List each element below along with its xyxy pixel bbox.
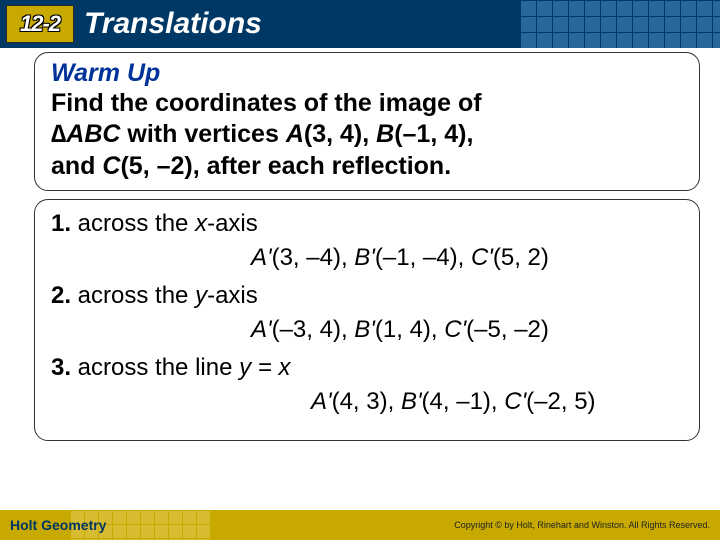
warmup-line1: Find the coordinates of the image of [51, 89, 482, 117]
ans-B: B' [354, 244, 375, 271]
problem-axis: y = x [239, 354, 290, 381]
problems-box: 1. across the x-axis A'(3, –4), B'(–1, –… [34, 199, 700, 441]
ans-B: B' [354, 316, 375, 343]
vertex-B: B [376, 120, 394, 148]
problem-number: 3. [51, 354, 71, 381]
ans-A: A' [251, 316, 272, 343]
ans-A: A' [251, 244, 272, 271]
ans-A: A' [311, 388, 332, 415]
vertex-C: C [102, 152, 120, 180]
problem-post: -axis [207, 210, 258, 237]
problem-number: 1. [51, 210, 71, 237]
ans-Bc: (–1, –4), [375, 244, 471, 271]
vertex-A: A [286, 120, 304, 148]
warmup-delta: ∆ [51, 120, 66, 148]
ans-Bc: (4, –1), [422, 388, 505, 415]
problem-3: 3. across the line y = x A'(4, 3), B'(4,… [51, 354, 683, 416]
footer-brand: Holt Geometry [10, 517, 106, 533]
lesson-number: 12-2 [20, 11, 60, 37]
ans-Cc: (5, 2) [493, 244, 549, 271]
problem-text: 1. across the x-axis [51, 210, 683, 238]
vertex-A-coord: (3, 4), [304, 120, 376, 148]
problem-pre: across the line [71, 354, 239, 381]
problem-pre: across the [71, 282, 195, 309]
ans-Ac: (–3, 4), [272, 316, 355, 343]
ans-Ac: (3, –4), [272, 244, 355, 271]
ans-Bc: (1, 4), [375, 316, 444, 343]
problem-answer: A'(–3, 4), B'(1, 4), C'(–5, –2) [51, 316, 683, 344]
ans-B: B' [401, 388, 422, 415]
warmup-tri: ABC [66, 120, 120, 148]
problem-post: -axis [207, 282, 258, 309]
lesson-badge: 12-2 [6, 5, 74, 43]
ans-Ac: (4, 3), [332, 388, 401, 415]
footer-copyright: Copyright © by Holt, Rinehart and Winsto… [454, 520, 710, 530]
ans-Cc: (–2, 5) [526, 388, 595, 415]
vertex-B-coord: (–1, 4), [394, 120, 473, 148]
problem-pre: across the [71, 210, 195, 237]
problem-answer: A'(3, –4), B'(–1, –4), C'(5, 2) [51, 244, 683, 272]
warmup-mid: with vertices [120, 120, 285, 148]
warmup-and: and [51, 152, 102, 180]
vertex-C-coord: (5, –2), after each reflection. [120, 152, 451, 180]
problem-answer: A'(4, 3), B'(4, –1), C'(–2, 5) [51, 388, 683, 416]
warmup-box: Warm Up Find the coordinates of the imag… [34, 52, 700, 191]
problem-2: 2. across the y-axis A'(–3, 4), B'(1, 4)… [51, 282, 683, 344]
problem-number: 2. [51, 282, 71, 309]
problem-text: 3. across the line y = x [51, 354, 683, 382]
warmup-prompt: Find the coordinates of the image of ∆AB… [51, 88, 683, 182]
ans-Cc: (–5, –2) [466, 316, 549, 343]
ans-C: C' [504, 388, 526, 415]
slide-footer: Holt Geometry Copyright © by Holt, Rineh… [0, 510, 720, 540]
header-grid-decor [520, 0, 720, 48]
ans-C: C' [471, 244, 493, 271]
lesson-title: Translations [84, 7, 262, 41]
slide-header: 12-2 Translations [0, 0, 720, 48]
problem-1: 1. across the x-axis A'(3, –4), B'(–1, –… [51, 210, 683, 272]
ans-C: C' [444, 316, 466, 343]
warmup-heading: Warm Up [51, 59, 683, 88]
slide-content: Warm Up Find the coordinates of the imag… [0, 48, 720, 441]
problem-text: 2. across the y-axis [51, 282, 683, 310]
problem-axis: y [195, 282, 207, 309]
problem-axis: x [195, 210, 207, 237]
